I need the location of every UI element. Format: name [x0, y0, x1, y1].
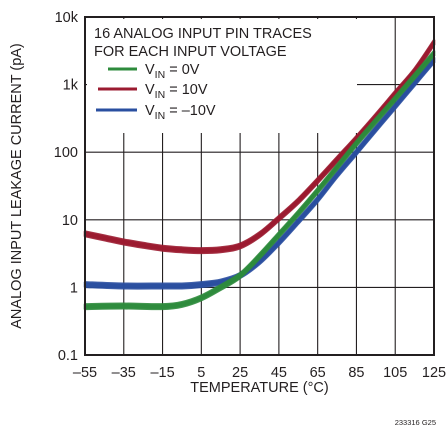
series-line [83, 38, 436, 255]
x-tick-label: 65 [310, 365, 326, 381]
x-tick-label: 85 [348, 365, 364, 381]
series-line [83, 49, 436, 311]
x-axis-label: TEMPERATURE (°C) [190, 380, 328, 396]
y-tick-label: 10k [55, 10, 79, 26]
y-tick-label: 1k [63, 78, 79, 94]
legend-entry-label: VIN = –10V [145, 103, 216, 122]
legend-background [87, 19, 357, 133]
series-trace [83, 54, 436, 311]
x-tick-labels: –55 –35 –15 5 25 45 65 85 105 125 [73, 365, 446, 381]
legend-title-line-2: FOR EACH INPUT VOLTAGE [94, 44, 287, 60]
y-tick-labels: 0.1 1 10 100 1k 10k [54, 10, 79, 364]
document-id: 233316 G25 [395, 418, 436, 427]
y-tick-label: 1 [70, 280, 78, 296]
x-tick-label: 125 [422, 365, 446, 381]
legend-entry-label: VIN = 10V [145, 82, 208, 101]
legend: 16 ANALOG INPUT PIN TRACES FOR EACH INPU… [94, 26, 312, 122]
x-tick-label: –15 [150, 365, 174, 381]
y-axis-label: ANALOG INPUT LEAKAGE CURRENT (pA) [9, 43, 25, 329]
x-tick-label: 5 [197, 365, 205, 381]
legend-title-line-1: 16 ANALOG INPUT PIN TRACES [94, 26, 312, 42]
x-tick-label: –55 [73, 365, 97, 381]
plot-frame [84, 16, 435, 356]
x-tick-label: 105 [383, 365, 407, 381]
series-line [83, 56, 436, 290]
series-curves [83, 38, 436, 311]
y-tick-label: 100 [54, 145, 78, 161]
legend-entry-label: VIN = 0V [145, 62, 200, 81]
series-trace [83, 61, 436, 290]
x-tick-label: 45 [271, 365, 287, 381]
y-tick-label: 0.1 [58, 348, 78, 364]
y-tick-label: 10 [62, 213, 78, 229]
x-tick-label: 25 [232, 365, 248, 381]
x-tick-label: –35 [112, 365, 136, 381]
